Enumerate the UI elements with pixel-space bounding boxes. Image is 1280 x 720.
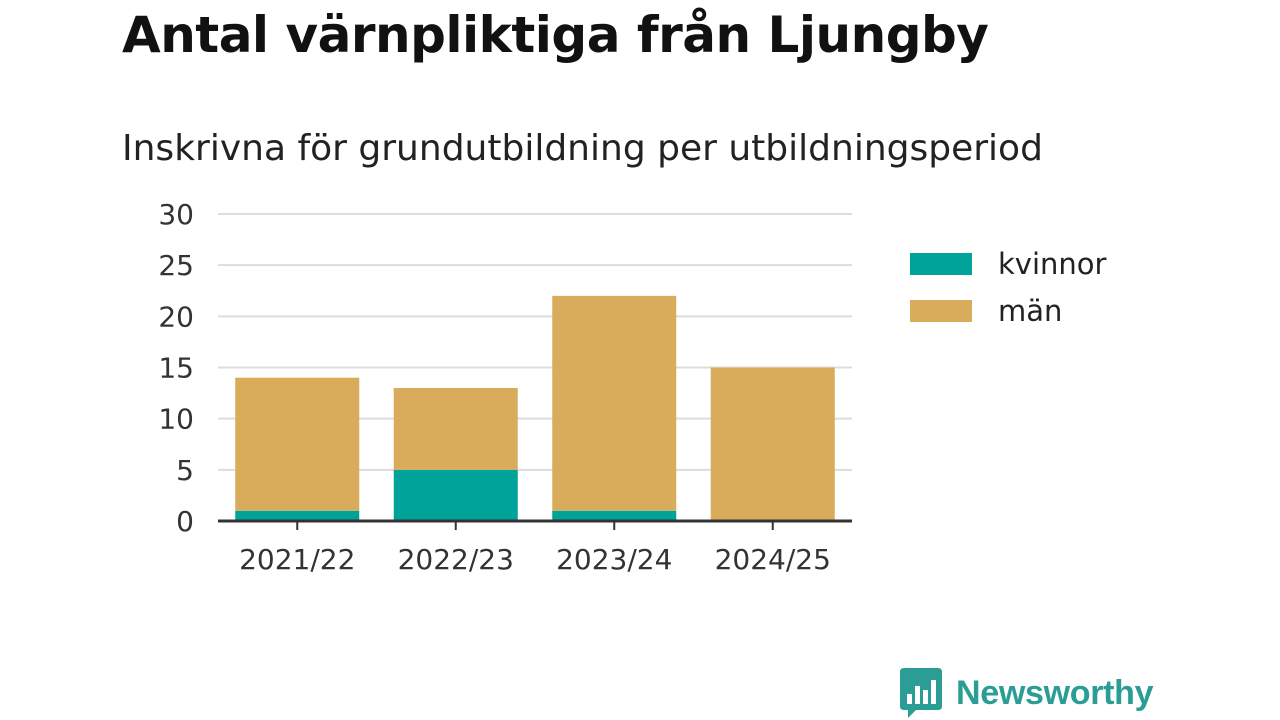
y-tick-label-5: 5: [176, 454, 194, 487]
bar-män-2022/23: [393, 387, 518, 470]
x-tick-label-2022/23: 2022/23: [398, 543, 514, 576]
x-tick-label-2024/25: 2024/25: [715, 543, 831, 576]
bar-män-2021/22: [235, 377, 360, 511]
legend-swatch-man: [910, 299, 972, 322]
newsworthy-logo-icon: [900, 668, 942, 718]
brand-logo: Newsworthy: [900, 668, 1154, 718]
bars: [235, 295, 835, 521]
legend-item-kvinnor: kvinnor: [910, 240, 1106, 287]
axes: [218, 519, 852, 530]
bar-män-2023/24: [552, 295, 677, 511]
bar-kvinnor-2022/23: [393, 469, 518, 521]
chart-subtitle: Inskrivna för grundutbildning per utbild…: [122, 128, 1043, 169]
chart-title: Antal värnpliktiga från Ljungby: [122, 6, 989, 64]
brand-name: Newsworthy: [956, 673, 1154, 712]
x-tick-label-2021/22: 2021/22: [239, 543, 355, 576]
bar-kvinnor-2021/22: [235, 510, 360, 521]
legend-swatch-kvinnor: [910, 252, 972, 275]
y-tick-label-25: 25: [158, 249, 194, 282]
y-tick-label-10: 10: [158, 403, 194, 436]
y-tick-label-15: 15: [158, 352, 194, 385]
y-tick-label-0: 0: [176, 505, 194, 538]
legend: kvinnor män: [910, 240, 1106, 334]
y-tick-label-30: 30: [158, 198, 194, 231]
legend-item-man: män: [910, 287, 1106, 334]
bar-kvinnor-2023/24: [552, 510, 677, 521]
legend-label-kvinnor: kvinnor: [998, 246, 1107, 281]
y-tick-label-20: 20: [158, 300, 194, 333]
tick-labels: 0 5 10 15 20 25 30 2021/22 2022/23 2023/24 2024/25: [158, 198, 831, 576]
x-tick-label-2023/24: 2023/24: [556, 543, 672, 576]
bar-män-2024/25: [710, 367, 835, 521]
legend-label-man: män: [998, 293, 1063, 328]
